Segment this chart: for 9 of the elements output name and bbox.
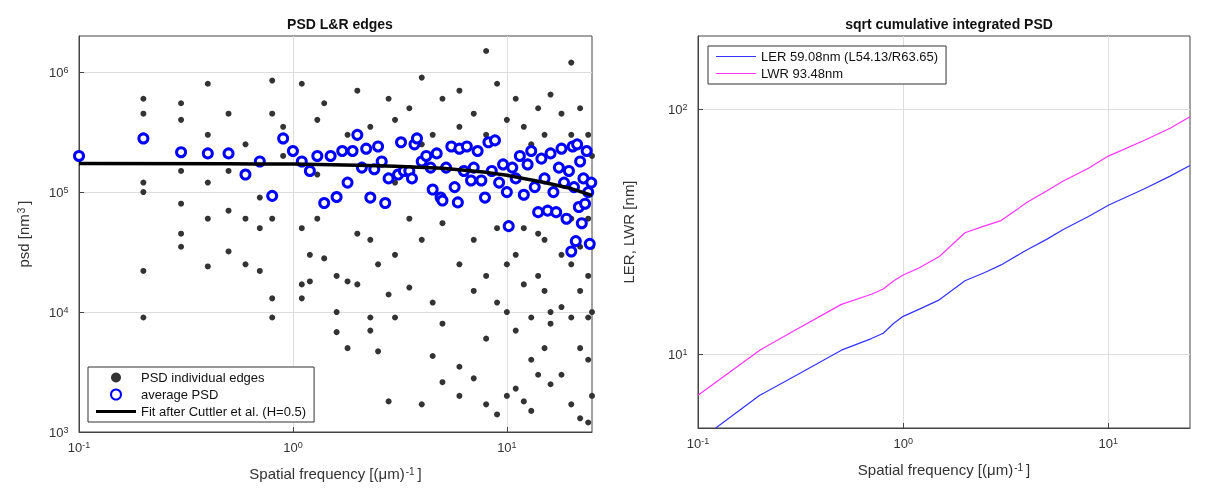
y-axis-title: LER, LWR [nm] xyxy=(620,180,637,284)
legend-label: PSD individual edges xyxy=(141,370,266,385)
legend-label: LER 59.08nm (L54.13/R63.65) xyxy=(761,49,939,64)
chart-title: PSD L&R edges xyxy=(287,16,394,32)
chart-title: sqrt cumulative integrated PSD xyxy=(845,16,1053,32)
y-axis-title: psd [nm3] xyxy=(15,200,32,268)
legend-label: average PSD xyxy=(141,387,219,402)
legend-label: LWR 93.48nm xyxy=(761,66,844,81)
legend-label: Fit after Cuttler et al. (H=0.5) xyxy=(141,404,307,419)
